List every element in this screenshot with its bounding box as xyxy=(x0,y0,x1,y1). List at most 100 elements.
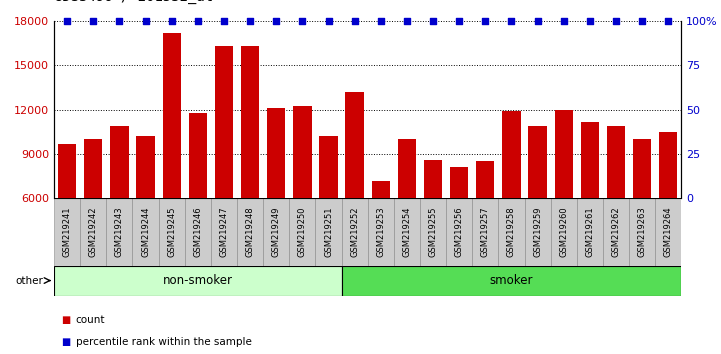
Text: percentile rank within the sample: percentile rank within the sample xyxy=(76,337,252,347)
Point xyxy=(584,18,596,24)
Text: smoker: smoker xyxy=(490,274,534,287)
Bar xyxy=(655,198,681,266)
Text: ■: ■ xyxy=(61,315,71,325)
Bar xyxy=(398,139,416,287)
Bar xyxy=(342,266,681,296)
Point xyxy=(505,18,517,24)
Bar xyxy=(107,198,133,266)
Bar xyxy=(241,46,260,287)
Bar xyxy=(659,132,678,287)
Bar xyxy=(476,161,495,287)
Bar xyxy=(58,144,76,287)
Bar xyxy=(211,198,237,266)
Text: GSM219250: GSM219250 xyxy=(298,207,307,257)
Bar xyxy=(54,266,342,296)
Bar xyxy=(603,198,629,266)
Bar xyxy=(162,33,181,287)
Point xyxy=(140,18,151,24)
Bar xyxy=(472,198,498,266)
Bar xyxy=(136,136,155,287)
Text: GSM219241: GSM219241 xyxy=(63,207,71,257)
Text: count: count xyxy=(76,315,105,325)
Bar xyxy=(498,198,524,266)
Point xyxy=(532,18,544,24)
Point xyxy=(166,18,177,24)
Bar xyxy=(450,167,469,287)
Bar xyxy=(446,198,472,266)
Point xyxy=(558,18,570,24)
Text: GSM219243: GSM219243 xyxy=(115,206,124,257)
Point xyxy=(349,18,360,24)
Point xyxy=(663,18,674,24)
Bar xyxy=(394,198,420,266)
Bar xyxy=(315,198,342,266)
Bar xyxy=(159,198,185,266)
Bar xyxy=(420,198,446,266)
Bar xyxy=(289,198,316,266)
Point xyxy=(428,18,439,24)
Bar xyxy=(110,126,128,287)
Text: GSM219249: GSM219249 xyxy=(272,207,280,257)
Bar xyxy=(554,110,573,287)
Bar xyxy=(424,160,442,287)
Bar xyxy=(577,198,603,266)
Bar xyxy=(580,121,599,287)
Text: GSM219255: GSM219255 xyxy=(428,207,438,257)
Bar xyxy=(237,198,263,266)
Text: GSM219245: GSM219245 xyxy=(167,207,176,257)
Text: GSM219247: GSM219247 xyxy=(219,206,229,257)
Point xyxy=(323,18,335,24)
Text: GSM219258: GSM219258 xyxy=(507,206,516,257)
Point xyxy=(637,18,648,24)
Point xyxy=(87,18,99,24)
Bar xyxy=(629,198,655,266)
Point xyxy=(114,18,125,24)
Text: GSM219257: GSM219257 xyxy=(481,206,490,257)
Text: ■: ■ xyxy=(61,337,71,347)
Text: GSM219246: GSM219246 xyxy=(193,206,203,257)
Point xyxy=(454,18,465,24)
Bar xyxy=(371,181,390,287)
Text: GSM219263: GSM219263 xyxy=(637,206,647,257)
Bar xyxy=(267,108,286,287)
Text: GSM219264: GSM219264 xyxy=(664,206,673,257)
Point xyxy=(479,18,491,24)
Text: GSM219256: GSM219256 xyxy=(455,206,464,257)
Text: other: other xyxy=(15,275,43,286)
Point xyxy=(270,18,282,24)
Point xyxy=(218,18,230,24)
Bar xyxy=(133,198,159,266)
Bar xyxy=(345,92,364,287)
Bar xyxy=(84,138,102,287)
Text: GSM219261: GSM219261 xyxy=(585,206,594,257)
Bar xyxy=(293,106,311,287)
Text: GDS3496 / 201532_at: GDS3496 / 201532_at xyxy=(54,0,213,4)
Bar xyxy=(503,111,521,287)
Point xyxy=(61,18,73,24)
Text: GSM219252: GSM219252 xyxy=(350,207,359,257)
Text: GSM219262: GSM219262 xyxy=(611,206,621,257)
Text: GSM219244: GSM219244 xyxy=(141,207,150,257)
Point xyxy=(244,18,256,24)
Point xyxy=(296,18,308,24)
Point xyxy=(610,18,622,24)
Bar xyxy=(528,126,547,287)
Bar xyxy=(319,136,337,287)
Text: GSM219254: GSM219254 xyxy=(402,207,412,257)
Text: GSM219259: GSM219259 xyxy=(533,207,542,257)
Bar xyxy=(185,198,211,266)
Bar xyxy=(368,198,394,266)
Bar xyxy=(54,198,80,266)
Bar xyxy=(80,198,107,266)
Bar xyxy=(263,198,289,266)
Bar xyxy=(342,198,368,266)
Bar xyxy=(215,46,233,287)
Point xyxy=(375,18,386,24)
Text: GSM219242: GSM219242 xyxy=(89,207,98,257)
Text: GSM219251: GSM219251 xyxy=(324,207,333,257)
Point xyxy=(401,18,412,24)
Text: GSM219253: GSM219253 xyxy=(376,206,385,257)
Bar xyxy=(633,139,651,287)
Point xyxy=(192,18,203,24)
Text: GSM219260: GSM219260 xyxy=(559,206,568,257)
